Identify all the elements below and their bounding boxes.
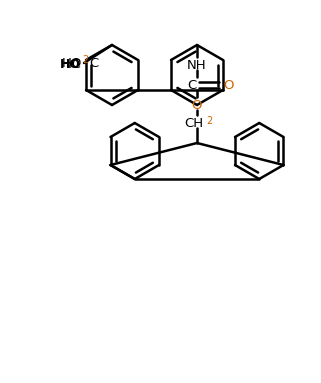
Text: 2: 2 bbox=[82, 55, 88, 65]
Text: CH: CH bbox=[185, 116, 204, 129]
Text: NH: NH bbox=[187, 59, 207, 72]
Text: HO: HO bbox=[62, 57, 82, 69]
Text: C: C bbox=[89, 57, 98, 69]
Text: C: C bbox=[187, 79, 197, 92]
Text: 2: 2 bbox=[206, 116, 212, 126]
Text: O: O bbox=[223, 79, 233, 92]
Text: O: O bbox=[192, 98, 202, 111]
Text: ₂C: ₂C bbox=[55, 57, 81, 70]
Text: HO: HO bbox=[60, 57, 81, 70]
